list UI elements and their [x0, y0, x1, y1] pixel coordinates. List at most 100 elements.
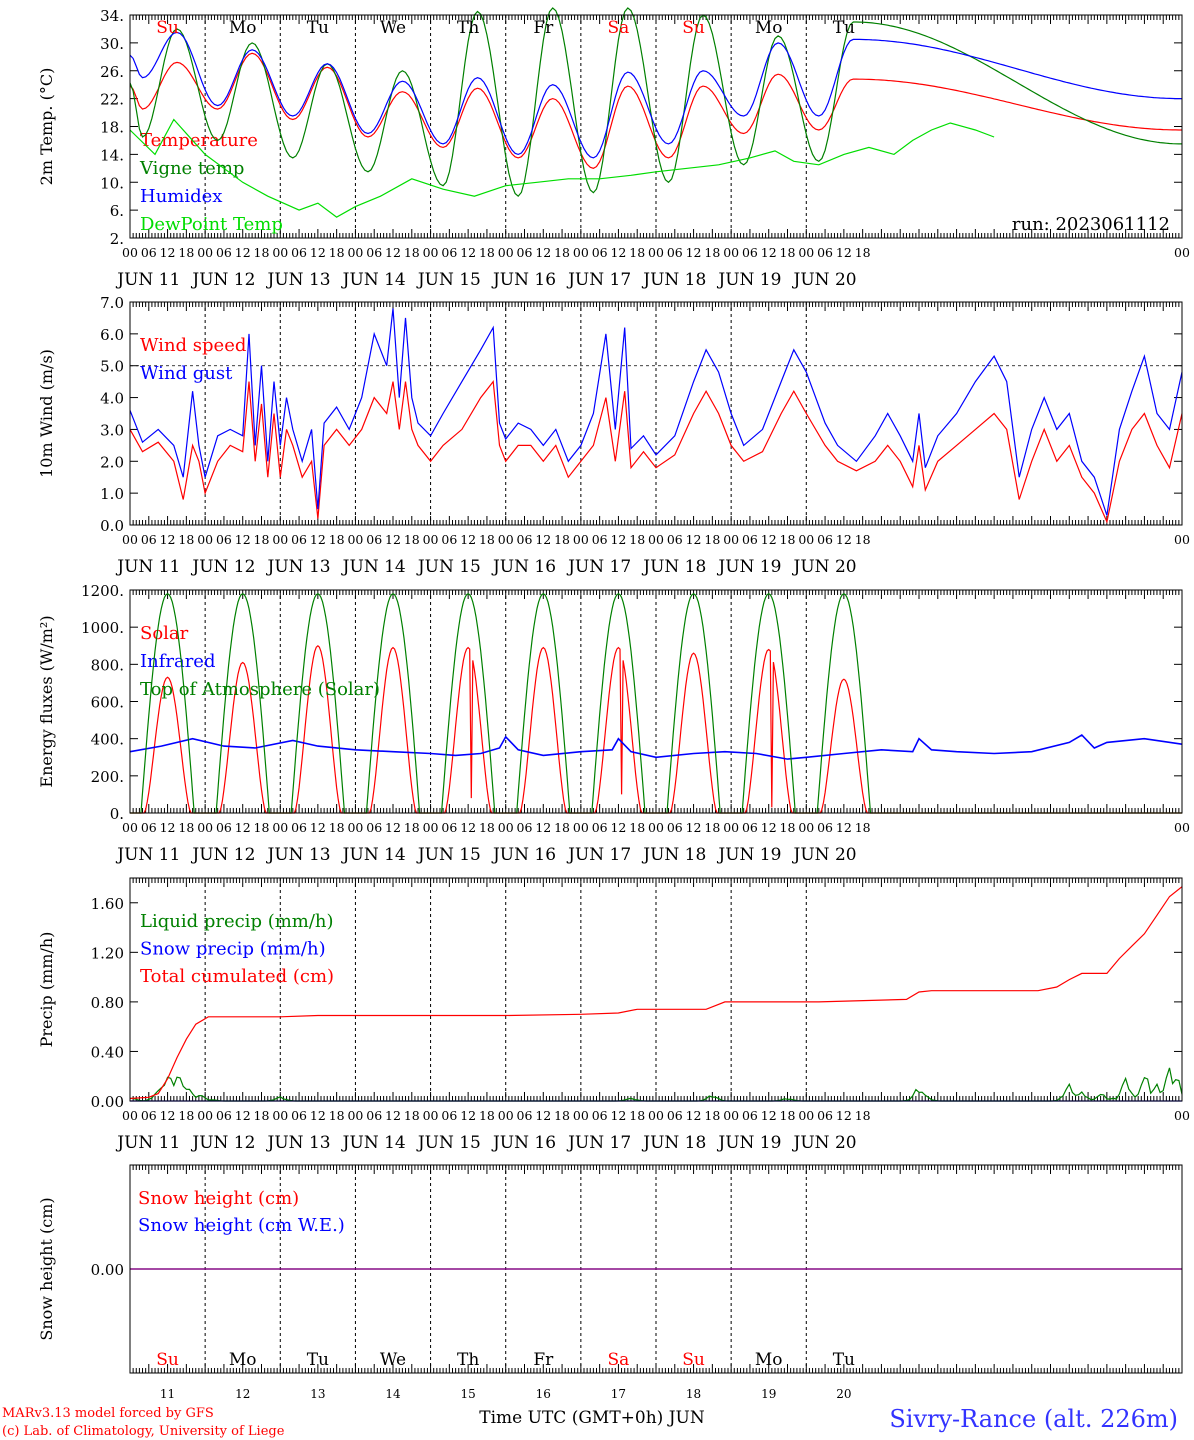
date-label: JUN 17	[566, 845, 631, 865]
date-label: JUN 11	[115, 557, 180, 577]
date-label: JUN 12	[190, 845, 255, 865]
hour-tick-label: 06	[742, 532, 758, 547]
hour-tick-label: 12	[460, 820, 476, 835]
hour-tick-label: 00	[648, 1108, 664, 1123]
date-label: JUN 19	[716, 845, 781, 865]
date-label: JUN 18	[641, 270, 706, 290]
y-tick-label: 14.	[100, 146, 124, 164]
hour-tick-label: 00	[423, 1108, 439, 1123]
hour-tick-label: 06	[216, 245, 232, 260]
legend-entry: DewPoint Temp	[140, 214, 283, 235]
y-tick-label: 1.0	[100, 485, 124, 503]
weekday-label: Su	[682, 18, 705, 38]
hour-tick-label: 18	[629, 245, 645, 260]
weekday-label: Th	[457, 18, 479, 38]
hour-tick-label: 12	[610, 532, 626, 547]
y-tick-label: 200.	[91, 768, 124, 786]
hour-tick-label: 06	[141, 245, 157, 260]
hour-tick-label: 12	[235, 245, 251, 260]
hour-tick-label: 06	[667, 245, 683, 260]
hour-tick-label: 18	[254, 532, 270, 547]
date-label: JUN 20	[792, 557, 857, 577]
hour-tick-label: 12	[535, 820, 551, 835]
hour-tick-label: 18	[404, 820, 420, 835]
series-wind-speed	[129, 380, 1183, 524]
hour-tick-label: 00	[798, 1108, 814, 1123]
hour-tick-label: 06	[517, 820, 533, 835]
date-label: JUN 14	[341, 1133, 406, 1153]
panel-temp: 2. 6. 10. 14. 18. 22. 26. 30. 34. 2m Temp. (°C) Te…	[37, 7, 1190, 290]
legend-entry: Infrared	[140, 651, 215, 672]
y-tick-label: 30.	[100, 35, 124, 53]
panel-wind: 0.0 1.0 2.0 3.0 4.0 5.0 6.0 7.0 10m Wind (m/s) Wi…	[37, 294, 1190, 577]
hour-tick-label: 12	[535, 1108, 551, 1123]
credit-line-1: MARv3.13 model forced by GFS	[2, 1406, 214, 1421]
y-tick-label: 10.	[100, 174, 124, 192]
hour-tick-label: 00	[498, 245, 514, 260]
legend-entry: Snow height (cm W.E.)	[138, 1215, 345, 1236]
date-label: JUN 13	[266, 845, 331, 865]
hour-tick-label: 00	[197, 820, 213, 835]
hour-tick-label: 06	[517, 532, 533, 547]
series-dewpoint-temp	[129, 118, 995, 218]
hour-tick-label: 12	[761, 245, 777, 260]
hour-tick-label: 00	[122, 820, 138, 835]
legend-entry: Vigne temp	[139, 158, 244, 179]
hour-tick-label: 12	[160, 532, 176, 547]
day-number-label: 13	[310, 1387, 325, 1401]
hour-tick-label: 06	[291, 1108, 307, 1123]
panel-energy: 0. 200. 400. 600. 800. 1000. 1200. Energy fluxe…	[37, 582, 1190, 865]
y-tick-label: 0.	[110, 805, 124, 823]
day-number-label: 12	[235, 1387, 250, 1401]
hour-tick-label: 12	[610, 1108, 626, 1123]
day-number-label: 17	[611, 1387, 626, 1401]
hour-tick-label: 06	[441, 820, 457, 835]
hour-tick-label: 00	[347, 245, 363, 260]
date-label: JUN 13	[266, 1133, 331, 1153]
weekday-label: Mo	[229, 1350, 257, 1370]
hour-tick-label: 12	[385, 1108, 401, 1123]
hour-tick-label: 12	[836, 1108, 852, 1123]
date-label: JUN 13	[266, 270, 331, 290]
date-label: JUN 14	[341, 845, 406, 865]
y-tick-label: 3.0	[100, 421, 124, 439]
legend-entry: Snow height (cm)	[138, 1188, 299, 1209]
hour-tick-label: 06	[817, 245, 833, 260]
day-number-label: 14	[385, 1387, 401, 1401]
y-tick-label: 34.	[100, 7, 124, 25]
hour-tick-label: 00	[347, 820, 363, 835]
y-tick-label: 7.0	[100, 294, 124, 312]
day-number-label: 11	[160, 1387, 175, 1401]
hour-tick-label: 12	[385, 820, 401, 835]
x-axis-label: Time UTC (GMT+0h) JUN	[479, 1408, 705, 1428]
hour-tick-label: 18	[404, 532, 420, 547]
y-tick-label: 2.0	[100, 453, 124, 471]
hour-tick-label: 18	[254, 1108, 270, 1123]
hour-tick-label: 12	[310, 1108, 326, 1123]
hour-tick-label: 00	[347, 532, 363, 547]
hour-tick-label: 00	[272, 820, 288, 835]
date-label: JUN 16	[491, 557, 556, 577]
y-tick-label: 1.20	[91, 944, 124, 962]
hour-tick-label: 18	[629, 820, 645, 835]
hour-tick-label: 06	[291, 532, 307, 547]
hour-tick-label: 06	[291, 245, 307, 260]
hour-tick-label: 06	[592, 1108, 608, 1123]
date-label: JUN 19	[716, 270, 781, 290]
date-label: JUN 19	[716, 557, 781, 577]
hour-tick-label: 00	[423, 532, 439, 547]
hour-tick-label: 00	[723, 820, 739, 835]
hour-tick-label: 12	[160, 820, 176, 835]
hour-tick-label: 18	[704, 532, 720, 547]
hour-tick-label: 06	[141, 532, 157, 547]
hour-tick-label: 00	[723, 245, 739, 260]
hour-tick-label: 12	[686, 532, 702, 547]
hour-tick-label: 06	[742, 1108, 758, 1123]
date-label: JUN 20	[792, 270, 857, 290]
hour-tick-label: 00	[272, 1108, 288, 1123]
hour-tick-label: 00	[573, 820, 589, 835]
weekday-label: Tu	[833, 18, 855, 38]
hour-tick-label: 06	[216, 1108, 232, 1123]
hour-tick-label: 12	[686, 820, 702, 835]
hour-tick-label: 12	[535, 245, 551, 260]
